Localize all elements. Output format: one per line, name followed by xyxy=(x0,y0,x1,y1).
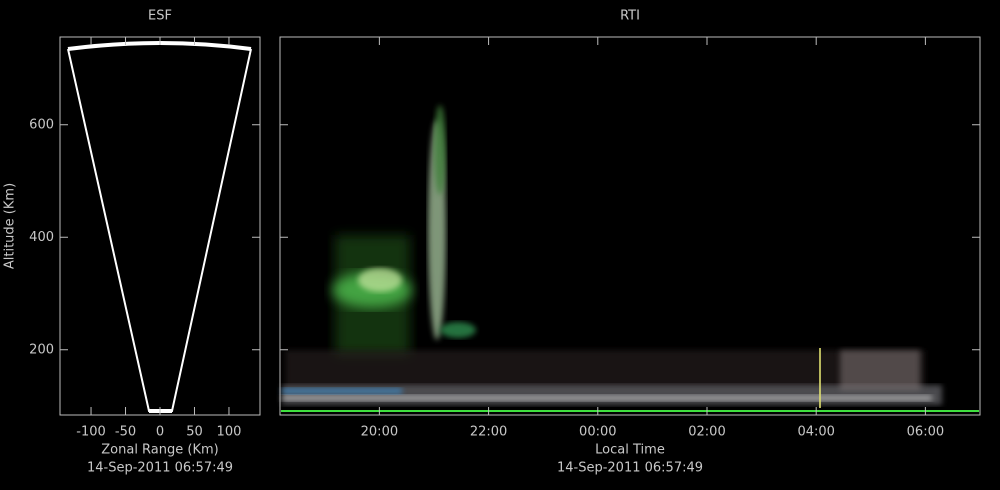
x-tick-label: 50 xyxy=(186,425,203,440)
x-tick-label: -100 xyxy=(76,425,106,440)
x-tick-label: 06:00 xyxy=(907,425,944,440)
echo xyxy=(358,268,402,292)
esf-beam xyxy=(67,41,252,413)
panel-title: ESF xyxy=(148,9,172,24)
x-tick-label: 0 xyxy=(156,425,164,440)
plot-frame xyxy=(279,36,981,416)
echo xyxy=(434,105,446,195)
timestamp: 14-Sep-2011 06:57:49 xyxy=(557,461,703,476)
x-axis-label: Local Time xyxy=(595,443,665,458)
echo xyxy=(282,388,402,394)
plot-frame xyxy=(59,36,261,416)
rti-echoes xyxy=(281,105,979,412)
echo xyxy=(282,395,932,401)
echo xyxy=(840,350,920,390)
x-tick-label: 100 xyxy=(217,425,242,440)
x-axis-label: Zonal Range (Km) xyxy=(101,443,218,458)
x-tick-label: 22:00 xyxy=(470,425,507,440)
y-tick-label: 600 xyxy=(29,117,54,132)
y-tick-label: 400 xyxy=(29,230,54,245)
beam-edge xyxy=(67,48,252,412)
x-tick-label: 04:00 xyxy=(797,425,834,440)
panel-title: RTI xyxy=(620,9,640,24)
echo xyxy=(285,350,925,390)
x-tick-label: 00:00 xyxy=(579,425,616,440)
x-tick-label: 02:00 xyxy=(688,425,725,440)
timestamp: 14-Sep-2011 06:57:49 xyxy=(87,461,233,476)
y-tick-label: 200 xyxy=(29,342,54,357)
x-tick-label: 20:00 xyxy=(361,425,398,440)
y-axis-label: Altitude (Km) xyxy=(3,183,18,269)
x-tick-label: -50 xyxy=(115,425,136,440)
echo xyxy=(440,322,476,338)
